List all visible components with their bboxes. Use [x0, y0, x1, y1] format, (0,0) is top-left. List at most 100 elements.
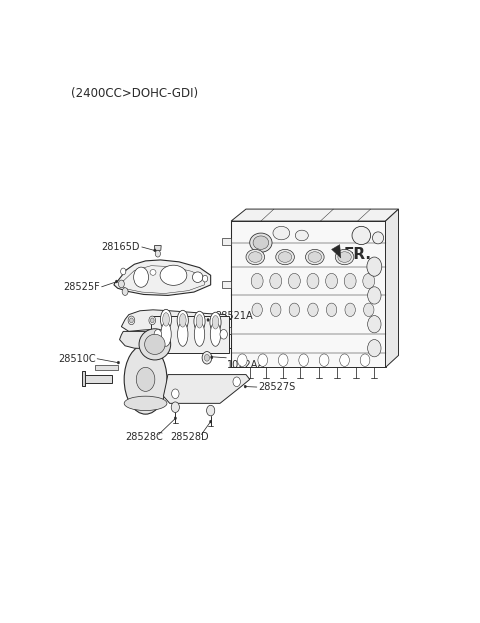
- Ellipse shape: [273, 226, 290, 240]
- Circle shape: [154, 249, 156, 252]
- Circle shape: [319, 354, 329, 366]
- Circle shape: [288, 273, 300, 288]
- Circle shape: [238, 354, 247, 366]
- Polygon shape: [151, 316, 229, 353]
- Circle shape: [136, 368, 155, 391]
- Circle shape: [368, 316, 381, 333]
- Circle shape: [278, 354, 288, 366]
- Circle shape: [122, 288, 128, 295]
- Circle shape: [326, 303, 337, 316]
- Circle shape: [363, 273, 375, 288]
- Circle shape: [299, 354, 309, 366]
- Ellipse shape: [249, 252, 262, 262]
- Ellipse shape: [246, 249, 264, 265]
- Ellipse shape: [338, 252, 351, 262]
- Ellipse shape: [139, 329, 171, 360]
- Polygon shape: [83, 371, 85, 386]
- Ellipse shape: [210, 312, 221, 332]
- Polygon shape: [155, 245, 161, 250]
- Ellipse shape: [210, 322, 221, 346]
- Circle shape: [128, 316, 135, 325]
- Ellipse shape: [160, 310, 172, 330]
- Ellipse shape: [160, 265, 187, 285]
- Text: 28165D: 28165D: [101, 242, 140, 252]
- Polygon shape: [332, 245, 341, 258]
- Text: FR.: FR.: [344, 247, 372, 262]
- Ellipse shape: [335, 249, 354, 265]
- Circle shape: [202, 351, 212, 364]
- Circle shape: [233, 377, 240, 386]
- Ellipse shape: [124, 396, 167, 411]
- Ellipse shape: [306, 249, 324, 265]
- Ellipse shape: [372, 232, 384, 244]
- Polygon shape: [114, 260, 211, 295]
- Ellipse shape: [180, 313, 186, 327]
- Text: 28525F: 28525F: [63, 282, 100, 292]
- Circle shape: [119, 280, 124, 288]
- Circle shape: [307, 273, 319, 288]
- Circle shape: [207, 318, 209, 321]
- Ellipse shape: [212, 316, 219, 329]
- Circle shape: [206, 406, 215, 416]
- Ellipse shape: [253, 236, 269, 249]
- Circle shape: [258, 354, 267, 366]
- Text: 28510C: 28510C: [59, 354, 96, 364]
- Circle shape: [367, 257, 382, 276]
- Ellipse shape: [250, 233, 272, 252]
- Polygon shape: [385, 209, 398, 368]
- Circle shape: [172, 389, 179, 399]
- Circle shape: [149, 316, 156, 325]
- Polygon shape: [222, 238, 231, 245]
- Polygon shape: [222, 281, 231, 288]
- Ellipse shape: [133, 267, 148, 287]
- Text: 1022AA: 1022AA: [228, 361, 265, 371]
- Polygon shape: [231, 221, 385, 368]
- Circle shape: [271, 303, 281, 316]
- Circle shape: [210, 420, 212, 423]
- Ellipse shape: [194, 322, 204, 346]
- Circle shape: [211, 356, 213, 359]
- Ellipse shape: [196, 315, 203, 328]
- Polygon shape: [222, 326, 231, 334]
- Text: 28528D: 28528D: [170, 432, 209, 442]
- Circle shape: [120, 268, 126, 275]
- Circle shape: [203, 275, 208, 282]
- Ellipse shape: [144, 335, 165, 354]
- Ellipse shape: [308, 252, 322, 262]
- Polygon shape: [84, 374, 112, 383]
- Circle shape: [289, 303, 300, 316]
- Ellipse shape: [295, 230, 308, 240]
- Text: (2400CC>DOHC-GDI): (2400CC>DOHC-GDI): [71, 87, 198, 100]
- Circle shape: [171, 402, 180, 412]
- Circle shape: [154, 330, 162, 339]
- Ellipse shape: [163, 313, 169, 326]
- Polygon shape: [96, 365, 118, 370]
- Circle shape: [270, 273, 282, 288]
- Circle shape: [325, 273, 337, 288]
- Ellipse shape: [278, 252, 292, 262]
- Ellipse shape: [161, 322, 171, 346]
- Text: 28521A: 28521A: [216, 311, 253, 321]
- Ellipse shape: [192, 272, 203, 282]
- Circle shape: [340, 354, 349, 366]
- Circle shape: [251, 273, 263, 288]
- Text: 28527S: 28527S: [258, 382, 295, 392]
- Ellipse shape: [352, 226, 371, 245]
- Circle shape: [220, 330, 228, 339]
- Circle shape: [174, 417, 177, 420]
- Circle shape: [115, 280, 118, 283]
- Circle shape: [368, 340, 381, 357]
- Circle shape: [344, 273, 356, 288]
- Polygon shape: [121, 310, 228, 331]
- Circle shape: [363, 303, 374, 316]
- Circle shape: [204, 354, 210, 361]
- Ellipse shape: [177, 310, 188, 330]
- Circle shape: [345, 303, 355, 316]
- Circle shape: [155, 250, 160, 257]
- Ellipse shape: [276, 249, 294, 265]
- Circle shape: [130, 318, 133, 323]
- Circle shape: [150, 318, 154, 323]
- Polygon shape: [120, 331, 211, 349]
- Circle shape: [360, 354, 370, 366]
- Circle shape: [308, 303, 318, 316]
